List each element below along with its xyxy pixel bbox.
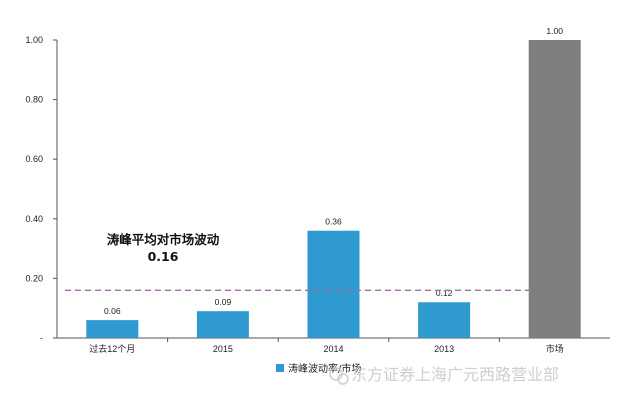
plot-area: - 0.20 0.40 0.60 0.80 1.00 0.06 过去12个月 0.09 2015 0… bbox=[25, 26, 610, 354]
y-tick-label: 1.00 bbox=[25, 35, 43, 45]
bar bbox=[418, 302, 471, 338]
watermark: 东方证券上海广元西路营业部 bbox=[329, 365, 559, 385]
y-tick-label: 0.60 bbox=[25, 154, 43, 164]
annotation-value: 0.16 bbox=[148, 249, 179, 264]
x-tick-label: 过去12个月 bbox=[89, 343, 135, 354]
data-label: 0.36 bbox=[325, 217, 342, 227]
bar bbox=[196, 311, 249, 338]
x-tick-label: 2013 bbox=[434, 344, 454, 354]
y-tick-label: 0.40 bbox=[25, 214, 43, 224]
x-tick-label: 2014 bbox=[323, 344, 343, 354]
legend-label: 涛峰波动率/市场 bbox=[288, 362, 361, 375]
legend-swatch bbox=[276, 364, 284, 372]
y-tick-label: - bbox=[40, 333, 43, 343]
legend: 涛峰波动率/市场 bbox=[276, 362, 361, 375]
bar bbox=[307, 230, 360, 338]
bar bbox=[86, 320, 139, 338]
wechat-icon bbox=[329, 367, 349, 385]
data-label: 0.06 bbox=[104, 306, 121, 316]
x-tick-label: 市场 bbox=[546, 343, 564, 354]
annotation-title: 涛峰平均对市场波动 bbox=[107, 232, 220, 247]
x-tick-label: 2015 bbox=[213, 344, 233, 354]
data-label: 0.12 bbox=[436, 288, 453, 298]
y-tick-label: 0.20 bbox=[25, 273, 43, 283]
data-label: 1.00 bbox=[546, 26, 563, 36]
y-tick-label: 0.80 bbox=[25, 95, 43, 105]
bar bbox=[528, 40, 581, 338]
watermark-text: 东方证券上海广元西路营业部 bbox=[351, 365, 559, 384]
data-label: 0.09 bbox=[215, 297, 232, 307]
